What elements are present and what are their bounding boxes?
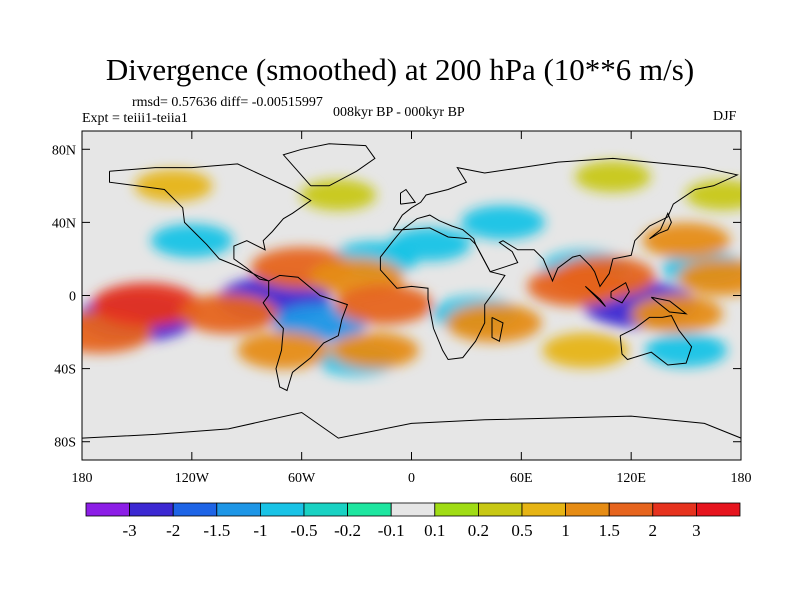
- coastline-6: [585, 286, 606, 307]
- stats-label: rmsd= 0.57636 diff= -0.00515997: [132, 95, 323, 110]
- colorbar-label: 0.5: [511, 521, 532, 540]
- coastline-5: [282, 143, 376, 187]
- axis-ticks: 80N 40N 0 40S 80S 180 120W 60W 0 60E 120E 180: [52, 131, 752, 486]
- coastline-1: [262, 274, 349, 392]
- field-anomaly-14: [92, 282, 201, 327]
- colorbar-swatch: [85, 502, 130, 517]
- colorbar-swatch: [696, 502, 741, 517]
- lon-tick-label: 120E: [616, 471, 646, 486]
- coastline-3: [379, 227, 506, 361]
- colorbar-swatch: [259, 502, 305, 517]
- field-anomaly-7: [461, 205, 546, 240]
- field-anomaly-23: [642, 222, 731, 259]
- period-label: 008kyr BP - 000kyr BP: [333, 105, 465, 120]
- coastline-11: [400, 188, 417, 205]
- lon-tick-label: 180: [731, 471, 752, 486]
- colorbar-swatch: [521, 502, 566, 517]
- colorbar-label: -2: [166, 521, 180, 540]
- field-anomaly-12: [645, 333, 728, 368]
- colorbar-label: -3: [123, 521, 137, 540]
- colorbar-swatch: [565, 502, 610, 517]
- coastline-12: [82, 411, 741, 439]
- field-anomaly-22: [630, 294, 723, 333]
- colorbar-label: -0.5: [291, 521, 318, 540]
- lon-tick-label: 120W: [175, 471, 210, 486]
- field-anomaly-6: [388, 227, 471, 262]
- coastline-7: [610, 281, 630, 304]
- colorbar: -3 -2 -1.5 -1 -0.5 -0.2 -0.1 0.1 0.2 0.5 1 1.5 2 3: [85, 502, 741, 540]
- lon-tick-label: 0: [408, 471, 415, 486]
- colorbar-label: 1.5: [599, 521, 620, 540]
- colorbar-label: -0.1: [378, 521, 405, 540]
- divergence-field: [82, 161, 741, 376]
- coastline-8: [650, 296, 688, 315]
- colorbar-swatch: [129, 502, 174, 517]
- colorbar-label: 0.1: [424, 521, 445, 540]
- field-anomaly-26: [330, 332, 419, 369]
- coastline-4: [619, 315, 693, 366]
- lat-tick-label: 40S: [54, 363, 76, 378]
- field-anomaly-18: [335, 284, 434, 325]
- colorbar-swatch: [303, 502, 348, 517]
- lat-tick-label: 80S: [54, 436, 76, 451]
- field-anomaly-29: [300, 179, 377, 211]
- field-anomaly-27: [542, 332, 629, 368]
- colorbar-label: 1: [561, 521, 570, 540]
- colorbar-label: 0.2: [468, 521, 489, 540]
- field-anomaly-15: [179, 293, 278, 334]
- coastline-9: [649, 212, 672, 240]
- coastline-0: [109, 163, 312, 282]
- field-anomaly-21: [551, 256, 656, 299]
- lon-tick-label: 180: [72, 471, 93, 486]
- field-anomaly-25: [237, 331, 330, 370]
- lon-tick-label: 60W: [288, 471, 316, 486]
- figure-title: Divergence (smoothed) at 200 hPa (10**6 …: [105, 52, 695, 87]
- colorbar-swatch: [172, 502, 218, 517]
- colorbar-label: 3: [692, 521, 701, 540]
- coastline-layer: [82, 143, 741, 439]
- field-anomaly-9: [150, 223, 233, 258]
- colorbar-swatch: [390, 502, 436, 517]
- field-anomaly-30: [574, 161, 651, 193]
- colorbar-swatch: [477, 502, 523, 517]
- colorbar-swatch: [216, 502, 261, 517]
- field-anomaly-31: [685, 179, 741, 211]
- field-anomaly-24: [677, 258, 741, 296]
- colorbar-label: -0.2: [334, 521, 361, 540]
- colorbar-swatch: [347, 502, 392, 517]
- colorbar-label: -1.5: [203, 521, 230, 540]
- season-label: DJF: [713, 109, 737, 124]
- experiment-label: Expt = teiii1-teiia1: [82, 111, 188, 126]
- lat-tick-label: 80N: [52, 143, 76, 158]
- field-anomaly-28: [134, 169, 213, 202]
- colorbar-swatch: [652, 502, 697, 517]
- colorbar-label: 2: [649, 521, 658, 540]
- colorbar-label: -1: [253, 521, 267, 540]
- coastline-10: [491, 316, 504, 342]
- colorbar-swatch: [608, 502, 654, 517]
- colorbar-swatch: [434, 502, 479, 517]
- lat-tick-label: 40N: [52, 216, 76, 231]
- lat-tick-label: 0: [69, 290, 76, 305]
- field-anomaly-19: [445, 303, 542, 343]
- lon-tick-label: 60E: [510, 471, 533, 486]
